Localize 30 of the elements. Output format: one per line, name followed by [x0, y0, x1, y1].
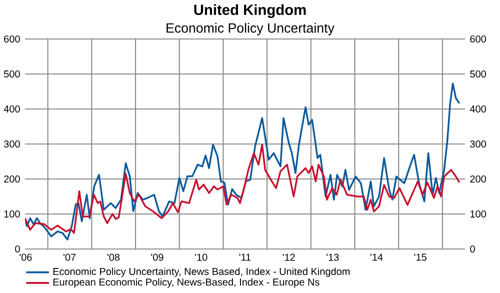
y-tick-label: 300 [4, 140, 20, 148]
y-tick-label: 200 [4, 175, 20, 183]
chart-subtitle: Economic Policy Uncertainty [166, 22, 334, 36]
x-tick-label: '10 [195, 254, 208, 261]
y2-tick-label: 200 [470, 175, 486, 183]
x-tick-label: '15 [414, 254, 426, 261]
x-tick-label: '07 [64, 254, 76, 261]
x-tick-label: '06 [20, 254, 32, 261]
y-tick-label: 600 [4, 35, 20, 43]
line-series [25, 144, 460, 234]
y2-tick-label: 500 [470, 70, 486, 78]
y2-tick-label: 100 [470, 210, 486, 218]
x-tick-label: '12 [282, 254, 295, 261]
y-tick-label: 100 [4, 210, 20, 218]
x-tick-label: '13 [326, 254, 339, 261]
line-series [25, 82, 460, 240]
x-tick-label: '14 [370, 254, 383, 261]
x-tick-label: '09 [151, 254, 164, 261]
y2-tick-label: 600 [470, 35, 486, 43]
legend-label: Economic Policy Uncertainty, News Based, Index - United Kingdom [53, 268, 350, 277]
x-tick-label: '08 [107, 254, 120, 261]
x-tick-label: '11 [239, 254, 251, 261]
y2-tick-label: 0 [470, 245, 475, 253]
y-tick-label: 0 [15, 245, 20, 253]
y-tick-label: 500 [4, 70, 20, 78]
y2-tick-label: 300 [470, 140, 486, 148]
y-tick-label: 400 [4, 105, 20, 113]
legend-label: European Economic Policy, News-Based, Index - Europe Ns [53, 278, 320, 288]
chart-title: United Kingdom [194, 4, 306, 18]
y2-tick-label: 400 [470, 105, 486, 113]
